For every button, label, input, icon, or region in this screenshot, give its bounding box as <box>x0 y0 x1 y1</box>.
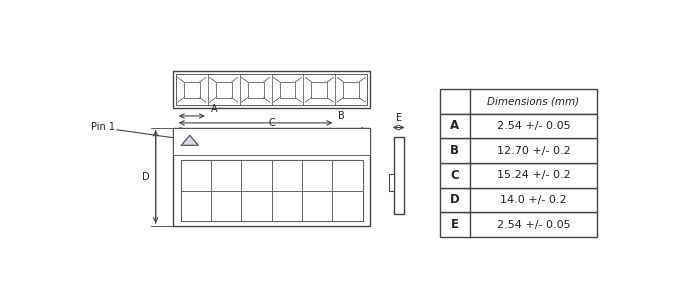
Bar <box>440 138 598 163</box>
Bar <box>440 187 598 212</box>
Text: 14.0 +/- 0.2: 14.0 +/- 0.2 <box>500 195 567 205</box>
Bar <box>440 212 598 237</box>
Bar <box>440 163 598 187</box>
Bar <box>184 82 199 98</box>
Bar <box>173 127 370 155</box>
Bar <box>211 190 241 221</box>
Bar <box>312 82 328 98</box>
Bar <box>332 190 363 221</box>
Bar <box>216 82 232 98</box>
Text: B: B <box>339 111 345 121</box>
Bar <box>279 82 295 98</box>
Text: E: E <box>395 113 402 123</box>
Bar <box>389 174 393 191</box>
Text: 2.54 +/- 0.05: 2.54 +/- 0.05 <box>497 219 570 230</box>
Bar <box>181 190 211 221</box>
Text: C: C <box>268 118 275 127</box>
Bar <box>440 89 598 114</box>
Text: E: E <box>451 218 459 231</box>
Bar <box>181 161 363 221</box>
Bar <box>173 127 370 226</box>
Bar <box>176 74 368 105</box>
Text: D: D <box>142 172 150 182</box>
Bar <box>241 190 272 221</box>
Bar <box>440 114 598 138</box>
Text: D: D <box>450 193 460 206</box>
Bar <box>272 190 302 221</box>
Text: B: B <box>450 144 459 157</box>
Bar <box>302 190 332 221</box>
Bar <box>332 161 363 190</box>
Bar <box>211 161 241 190</box>
Polygon shape <box>181 135 198 145</box>
Text: A: A <box>450 120 459 132</box>
Bar <box>173 71 370 108</box>
Bar <box>241 161 272 190</box>
Bar <box>272 161 302 190</box>
Text: C: C <box>451 169 459 182</box>
Bar <box>344 82 359 98</box>
Bar <box>302 161 332 190</box>
Text: Dimensions (mm): Dimensions (mm) <box>487 96 580 106</box>
Text: 2.54 +/- 0.05: 2.54 +/- 0.05 <box>497 121 570 131</box>
Bar <box>393 137 404 214</box>
Text: 15.24 +/- 0.2: 15.24 +/- 0.2 <box>496 170 570 180</box>
Bar <box>248 82 263 98</box>
Text: 12.70 +/- 0.2: 12.70 +/- 0.2 <box>496 146 570 155</box>
Bar <box>181 161 211 190</box>
Text: Pin 1: Pin 1 <box>92 123 116 132</box>
Text: A: A <box>211 104 218 115</box>
